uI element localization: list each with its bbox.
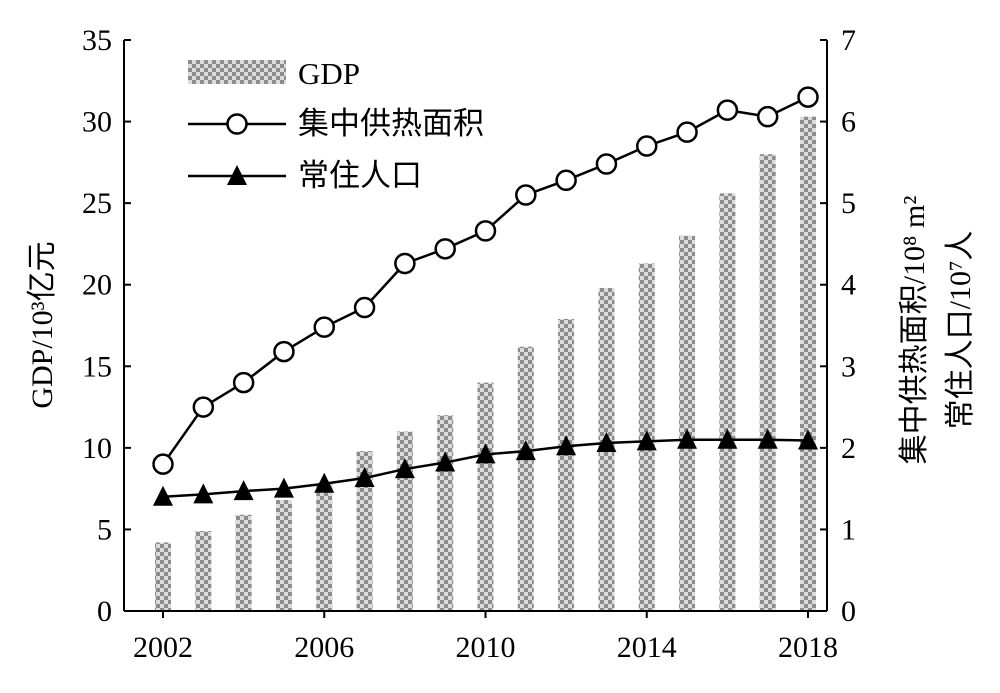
left-tick-label: 30 [82, 106, 112, 139]
point-heating-2004 [232, 371, 255, 394]
point-population-2011 [515, 440, 536, 461]
right-tick-label: 5 [841, 187, 856, 220]
legend-heating-label: 集中供热面积 [298, 106, 484, 141]
tick-labels: 0 5 10 15 20 25 30 35 0 1 2 3 4 5 6 7 2002 2006 2010 2014 20… [82, 24, 856, 664]
point-population-2014 [636, 430, 657, 451]
right-axis-title-line1: 集中供热面积/10⁸ m² [898, 196, 931, 465]
bar-gdp-2005 [275, 500, 292, 611]
point-heating-2013 [595, 153, 618, 175]
point-population-2003 [193, 483, 214, 504]
left-tick-label: 10 [82, 432, 112, 465]
point-heating-2015 [676, 121, 698, 143]
point-population-2007 [354, 467, 375, 488]
right-axis-title-line2: 常住人口/10⁷人 [944, 231, 977, 430]
legend-population-marker [227, 165, 247, 185]
bar-gdp-2016 [719, 193, 736, 611]
point-population-2010 [475, 443, 496, 464]
point-heating-2012 [555, 169, 577, 192]
bar-gdp-2004 [235, 514, 252, 611]
point-heating-2006 [313, 316, 335, 338]
point-population-2009 [435, 451, 456, 472]
point-population-2017 [757, 428, 778, 449]
right-tick-label: 2 [841, 432, 856, 465]
point-population-2016 [717, 428, 738, 449]
legend-population-label: 常住人口 [298, 158, 422, 193]
left-tick-label: 0 [97, 595, 112, 628]
bar-gdp-2007 [356, 451, 373, 611]
left-tick-label: 5 [97, 513, 112, 546]
bar-gdp-2017 [759, 154, 776, 611]
point-population-2004 [233, 480, 254, 501]
right-tick-label: 3 [841, 350, 856, 383]
legend-gdp-swatch [188, 60, 286, 84]
x-tick-label: 2010 [456, 631, 516, 664]
bar-gdp-2002 [155, 542, 171, 611]
left-tick-label: 15 [82, 350, 112, 383]
x-tick-label: 2018 [778, 631, 838, 664]
left-tick-label: 35 [82, 24, 112, 57]
line-series [152, 86, 819, 506]
point-population-2006 [314, 472, 335, 493]
point-population-2018 [798, 429, 818, 450]
left-tick-label: 25 [82, 187, 112, 220]
right-tick-label: 1 [841, 513, 856, 546]
point-population-2015 [677, 428, 698, 449]
point-heating-2008 [394, 252, 416, 275]
point-heating-2007 [353, 296, 376, 319]
gdp-bars [155, 116, 816, 612]
x-tick-label: 2002 [133, 631, 193, 664]
bar-gdp-2003 [195, 531, 212, 611]
point-population-2002 [153, 485, 173, 506]
point-heating-2016 [716, 99, 739, 121]
x-tick-label: 2006 [294, 631, 354, 664]
left-tick-label: 20 [82, 269, 112, 302]
point-heating-2011 [515, 184, 537, 206]
point-heating-2010 [474, 220, 497, 242]
right-tick-label: 4 [841, 269, 856, 302]
bar-gdp-2009 [437, 415, 454, 611]
x-tick-label: 2014 [617, 631, 677, 664]
point-heating-2018 [797, 86, 819, 108]
right-tick-label: 0 [841, 595, 856, 628]
axes [123, 39, 828, 618]
point-heating-2017 [756, 105, 779, 128]
left-axis-title: GDP/10³亿元 [26, 241, 59, 408]
legend-gdp-label: GDP [298, 56, 360, 91]
point-heating-2002 [152, 453, 174, 475]
point-heating-2003 [192, 396, 215, 418]
bar-gdp-2010 [477, 382, 494, 611]
point-heating-2005 [273, 340, 295, 363]
bar-gdp-2006 [316, 483, 333, 611]
bar-gdp-2011 [517, 346, 534, 611]
bar-gdp-2012 [558, 318, 575, 611]
point-heating-2014 [636, 135, 658, 157]
legend-heating-marker [226, 113, 248, 135]
point-population-2013 [596, 431, 617, 452]
bar-gdp-2018 [800, 116, 816, 612]
legend: GDP 集中供热面积 常住人口 [188, 56, 484, 193]
right-tick-label: 7 [841, 24, 856, 57]
bar-gdp-2015 [679, 235, 696, 611]
point-population-2008 [394, 458, 415, 479]
point-heating-2009 [434, 238, 456, 260]
point-population-2005 [273, 477, 294, 498]
point-population-2012 [556, 435, 577, 456]
right-tick-label: 6 [841, 106, 856, 139]
